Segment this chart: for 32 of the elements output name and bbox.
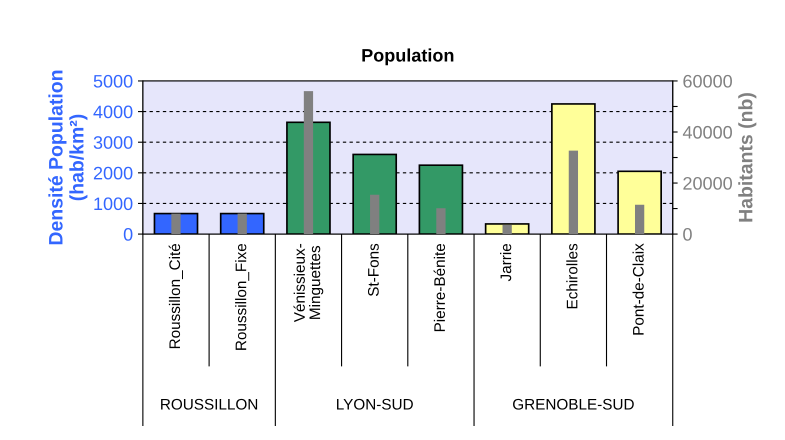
bar <box>304 91 314 234</box>
y2-tick-label: 0 <box>683 228 692 241</box>
bar <box>370 194 380 234</box>
chart-title: Population <box>362 48 454 66</box>
x-tick-label: Pierre-Bénite <box>434 244 446 332</box>
y-tick-label: 0 <box>124 228 132 241</box>
text: GRENOBLE-SUD <box>513 398 634 410</box>
bar <box>502 224 512 234</box>
bar <box>171 214 181 234</box>
x-tick-label: Roussillon_Fixe <box>235 244 250 350</box>
x-tick-label: St-Fons <box>368 244 379 296</box>
bar <box>634 204 644 234</box>
x-tick-label: Pont-de-Claix <box>632 243 644 335</box>
y2-axis-title: Habitants (nb) <box>738 93 756 222</box>
bar <box>568 150 578 234</box>
y2-tick-label: 20000 <box>683 176 732 190</box>
x-tick-label: Roussillon_Cité <box>168 244 183 348</box>
text: ROUSSILLON <box>161 398 258 410</box>
y-tick-label: 4000 <box>93 106 132 118</box>
text: LYON-SUD <box>337 398 413 410</box>
x-tick-label: Jarrie <box>500 244 512 282</box>
y2-tick-label: 60000 <box>683 74 732 88</box>
y-axis-title: Densité Population (hab/km²) <box>48 70 88 244</box>
y2-tick-label: 40000 <box>682 126 732 139</box>
y-tick-label: 2000 <box>94 166 132 180</box>
bar <box>436 208 446 234</box>
y-tick-label: 1000 <box>94 197 132 210</box>
x-tick-label: Vénissieux- Minguettes <box>293 244 324 322</box>
y-tick-label: 3000 <box>94 136 132 149</box>
x-tick-label: Echirolles <box>566 244 578 308</box>
bar <box>238 214 247 234</box>
y-tick-label: 5000 <box>94 74 132 88</box>
